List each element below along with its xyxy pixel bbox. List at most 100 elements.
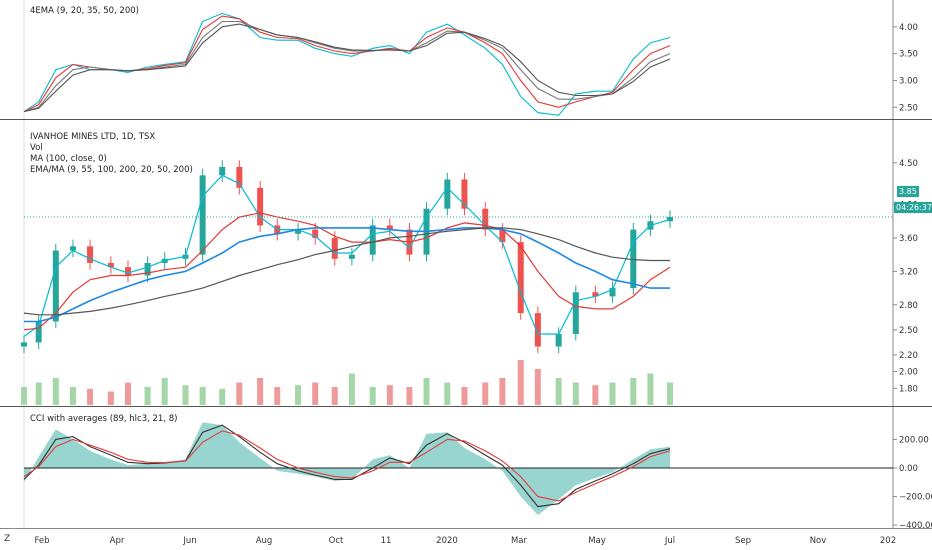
pane2-tick-label: −200.00 <box>899 493 932 503</box>
volume-bar <box>482 382 489 405</box>
volume-bar <box>572 382 579 405</box>
top-indicator-legend[interactable]: 4EMA (9, 20, 35, 50, 200) <box>30 6 139 17</box>
volume-bar <box>144 387 151 405</box>
candle-body <box>461 179 468 209</box>
price-ma-line-2 <box>24 227 670 323</box>
x-axis-label: Jul <box>664 536 675 546</box>
volume-bar <box>517 360 524 405</box>
volume-bar <box>274 387 281 405</box>
candle-body <box>52 250 59 322</box>
volume-bar <box>461 387 468 405</box>
x-axis-label: Aug <box>256 536 273 546</box>
volume-bar <box>219 388 226 405</box>
x-axis-label: 11 <box>381 536 392 546</box>
ema-top-line-3 <box>23 23 671 113</box>
volume-bar <box>161 378 168 405</box>
volume-bar <box>406 387 413 405</box>
candle-body <box>369 225 376 255</box>
volume-bar <box>609 382 616 405</box>
volume-bar <box>555 378 562 405</box>
candle-body <box>87 246 94 263</box>
volume-bar <box>182 385 189 405</box>
candle-body <box>386 225 393 230</box>
pane0-tick-label: 3.50 <box>899 50 918 60</box>
candle-body <box>592 292 599 297</box>
volume-bar <box>21 387 27 405</box>
ma-legend: MA (100, close, 0) <box>30 154 107 164</box>
volume-bar <box>534 369 541 405</box>
pane1-tick-label: 4.50 <box>899 159 918 169</box>
volume-bar <box>630 378 637 405</box>
x-axis-label: Feb <box>34 536 49 546</box>
cci-legend-text: CCI with averages (89, hlc3, 21, 8) <box>30 414 178 424</box>
candle-body <box>69 246 76 251</box>
x-axis-label: Apr <box>110 536 125 546</box>
candle-body <box>295 229 302 234</box>
x-axis-label: 202 <box>880 536 896 546</box>
volume-bar <box>369 387 376 405</box>
pane0-tick-label: 3.00 <box>899 76 918 86</box>
candle-body <box>572 292 579 334</box>
candle-body <box>312 229 319 238</box>
pane1-tick-label: 3.20 <box>899 267 918 277</box>
candle-body <box>107 263 114 268</box>
pane2-tick-label: 0.00 <box>899 464 918 474</box>
price-ma-line-1 <box>23 212 671 331</box>
volume-bar <box>124 382 131 405</box>
price-ma-line-3 <box>23 227 670 316</box>
candle-body <box>444 179 451 209</box>
candle-body <box>348 254 355 259</box>
cci-avg-line-0 <box>23 424 671 508</box>
last-price-label: 3.85 <box>897 186 919 197</box>
cci-avg-line-1 <box>23 430 671 502</box>
candle-body <box>534 313 541 347</box>
candle-body <box>124 267 131 276</box>
candle-body <box>667 217 673 222</box>
volume-bar <box>312 382 319 405</box>
x-axis-label: Sep <box>735 536 751 546</box>
volume-bar <box>236 382 243 405</box>
volume-bar <box>667 382 673 405</box>
volume-bar <box>295 385 302 405</box>
pane1-tick-label: 2.20 <box>899 351 918 361</box>
volume-bar <box>257 378 264 405</box>
candle-body <box>555 334 562 347</box>
vol-legend: Vol <box>30 143 43 153</box>
volume-bar <box>52 378 59 405</box>
x-axis-label: May <box>588 536 606 546</box>
x-axis-label: Mar <box>511 536 528 546</box>
candle-body <box>236 166 243 188</box>
volume-bar <box>331 387 338 405</box>
volume-bar <box>348 373 355 405</box>
candle-body <box>257 187 264 226</box>
volume-bar <box>199 387 206 405</box>
pane1-tick-label: 1.80 <box>899 384 918 394</box>
candle-body <box>219 166 226 176</box>
pane1-tick-label: 3.60 <box>899 234 918 244</box>
candle-body <box>517 242 524 314</box>
volume-bar <box>386 385 393 405</box>
candle-body <box>499 229 506 243</box>
candle-body <box>144 263 151 276</box>
volume-bar <box>423 378 430 405</box>
volume-bar <box>592 385 599 405</box>
symbol-title: IVANHOE MINES LTD, 1D, TSX <box>30 132 156 142</box>
price-ma-line-0 <box>23 174 671 337</box>
pane0-tick-label: 2.50 <box>899 103 918 113</box>
top-legend-text: 4EMA (9, 20, 35, 50, 200) <box>30 6 139 16</box>
candle-body <box>331 237 338 259</box>
candle-body <box>21 342 27 347</box>
volume-bar <box>499 378 506 405</box>
timezone-z-button[interactable]: Z <box>4 534 11 544</box>
volume-bar <box>35 382 42 405</box>
volume-bar <box>107 391 114 405</box>
pane0-tick-label: 4.00 <box>899 23 918 33</box>
main-legend[interactable]: IVANHOE MINES LTD, 1D, TSX Vol MA (100, … <box>30 132 193 176</box>
candle-body <box>35 321 42 343</box>
cci-area <box>24 422 670 516</box>
cci-legend[interactable]: CCI with averages (89, hlc3, 21, 8) <box>30 414 177 425</box>
volume-bar <box>87 388 94 405</box>
candle-body <box>630 229 637 289</box>
